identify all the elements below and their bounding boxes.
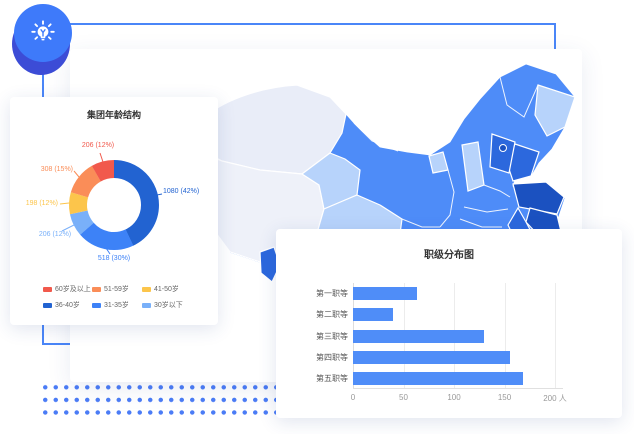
legend-swatch (92, 286, 101, 292)
level-card-title: 职级分布图 (424, 250, 474, 261)
bar-chart-categories: 第一职等第二职等第三职等第四职等第五职等 (276, 283, 348, 389)
x-tick-label: 50 (399, 393, 408, 402)
legend-swatch (43, 286, 52, 292)
bar (353, 287, 417, 301)
donut-slice (69, 160, 159, 250)
legend-item: 36-40岁 (43, 300, 92, 310)
map-region-beijing (499, 144, 507, 152)
connector-line-bottom-left-corner (42, 343, 70, 345)
map-region-jilin (534, 84, 576, 137)
map-region-shandong (512, 181, 565, 215)
legend-swatch (43, 302, 52, 308)
x-tick-label: 200 人 (543, 394, 567, 403)
bar-row (353, 368, 555, 389)
donut-label-51-59: 308 (15%) (40, 166, 73, 173)
legend-swatch (142, 302, 151, 308)
donut-slice (69, 160, 159, 250)
bar (353, 371, 523, 385)
dot-grid-decoration (40, 381, 283, 419)
legend-item: 30岁以下 (142, 300, 194, 310)
bar-chart-bars (353, 283, 555, 389)
bar (353, 329, 485, 343)
map-region-qinghai (300, 152, 361, 210)
map-region-hebei (489, 133, 516, 174)
bar-chart-plot (353, 283, 563, 389)
gridline (555, 283, 556, 389)
level-distribution-card: 职级分布图 第一职等第二职等第三职等第四职等第五职等 0 50 100 150 200 … (276, 229, 622, 418)
donut-leader-lines (59, 152, 163, 255)
age-structure-card: 集团年龄结构 206 (12%) 308 (15%) 198 (12%) 206… (10, 97, 218, 325)
map-province-borders (353, 76, 539, 228)
x-tick-label: 150 (497, 393, 512, 402)
x-axis-line (353, 388, 563, 389)
donut-chart: 206 (12%) 308 (15%) 198 (12%) 206 (12%) … (10, 125, 218, 277)
donut-label-31-35: 518 (30%) (97, 255, 131, 262)
bar-row (353, 283, 555, 304)
donut-chart-svg (59, 152, 163, 255)
bar (353, 350, 510, 364)
legend-label: 60岁及以上 (55, 286, 91, 293)
legend-label: 41-50岁 (154, 286, 179, 293)
donut-label-36-40: 1080 (42%) (163, 188, 200, 195)
badge-circle (14, 4, 72, 62)
legend-item: 41-50岁 (142, 284, 194, 294)
gridline (504, 283, 506, 389)
x-tick-label: 100 (447, 393, 461, 402)
legend-label: 51-59岁 (104, 286, 129, 293)
donut-label-60plus: 206 (12%) (81, 142, 115, 149)
bar (353, 308, 394, 322)
connector-line-badge (42, 60, 44, 98)
legend-label: 30岁以下 (154, 302, 183, 309)
donut-slice (68, 160, 159, 250)
legend-label: 36-40岁 (55, 302, 80, 309)
map-region-shanxi (461, 141, 485, 192)
donut-label-under30: 206 (12%) (38, 231, 72, 238)
donut-legend: 60岁及以上 51-59岁 41-50岁 36-40岁 31-35岁 30岁以下 (43, 284, 194, 310)
bar-category-label: 第一职等 (316, 289, 348, 299)
bar-row (353, 347, 555, 368)
lightbulb-icon (31, 20, 55, 41)
legend-label: 31-35岁 (104, 302, 129, 309)
legend-swatch (92, 302, 101, 308)
donut-label-41-50: 198 (12%) (25, 200, 58, 207)
bar-chart-x-ticks: 0 50 100 150 200 人 (350, 393, 567, 403)
donut-slice (69, 160, 159, 250)
legend-item: 51-59岁 (92, 284, 142, 294)
bar-category-label: 第五职等 (316, 373, 348, 383)
bar-category-label: 第二职等 (316, 310, 348, 320)
connector-line-bottom-left (42, 325, 44, 345)
connector-line-top-corner (554, 23, 556, 50)
legend-item: 31-35岁 (92, 300, 142, 310)
lightbulb-badge-button[interactable] (8, 0, 80, 82)
legend-item: 60岁及以上 (43, 284, 92, 294)
legend-swatch (142, 286, 151, 292)
bar-category-label: 第三职等 (316, 331, 348, 341)
bar-row (353, 304, 555, 325)
bar-category-label: 第四职等 (316, 352, 348, 362)
bar-row (353, 325, 555, 346)
connector-line-top (70, 23, 556, 25)
age-card-title: 集团年龄结构 (86, 110, 141, 120)
x-tick-label: 0 (350, 393, 356, 402)
